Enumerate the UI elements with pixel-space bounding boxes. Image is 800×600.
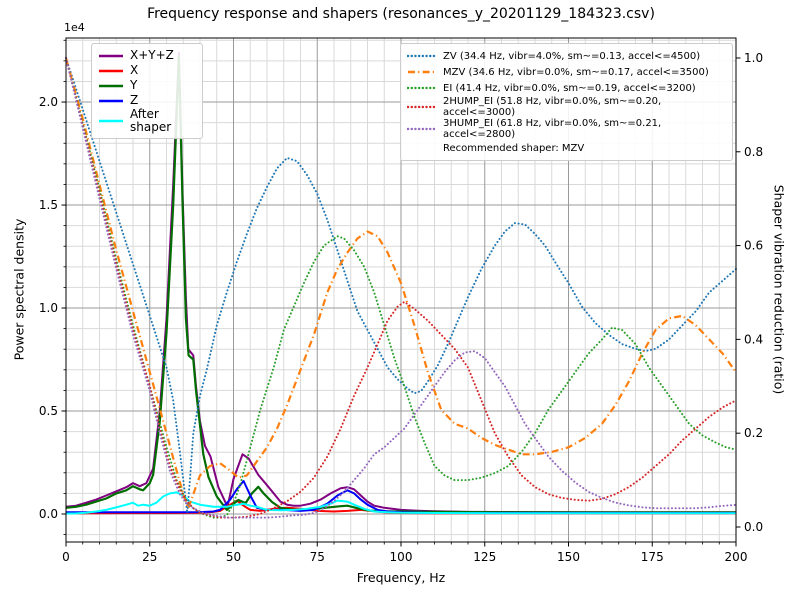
x-axis-label: Frequency, Hz [356, 570, 446, 585]
chart-title: Frequency response and shapers (resonanc… [147, 6, 655, 22]
recommended-shaper-text: Recommended shaper: MZV [443, 142, 585, 154]
legend-entry: Y [98, 78, 194, 93]
legend-swatch-solid [99, 119, 123, 123]
y-axis-left-label: Power spectral density [11, 218, 27, 361]
legend-entry-label: ZV (34.4 Hz, vibr=4.0%, sm~=0.13, accel<… [443, 50, 701, 62]
legend-entry: Z [98, 93, 194, 108]
x-tick-label: 0 [62, 550, 70, 564]
legend-entry-label: Y [130, 77, 138, 92]
x-tick-label: 175 [641, 550, 664, 564]
legend-entry-label: After shaper [130, 107, 172, 135]
y-left-tick-label: 2.0 [39, 95, 58, 109]
y-right-tick-label: 0.4 [744, 332, 763, 346]
series-x-y-z [65, 51, 736, 514]
y-right-tick-label: 0.6 [744, 239, 763, 253]
legend-swatch-dotted [407, 127, 437, 131]
y-axis-right-label: Shaper vibration reduction (ratio) [771, 184, 787, 395]
series-y [65, 55, 736, 514]
y-right-tick-label: 1.0 [744, 51, 763, 65]
legend-swatch-dashdot [408, 70, 436, 74]
legend-entry-label: Z [130, 92, 139, 107]
series-after-shaper [65, 491, 736, 515]
legend-entry: 2HUMP_EI (51.8 Hz, vibr=0.0%, sm~=0.20, … [407, 96, 724, 118]
recommended-shaper-note: Recommended shaper: MZV [407, 140, 724, 156]
y-left-tick-label: 0.0 [39, 507, 58, 521]
legend-entry-label: X [130, 62, 139, 77]
legend-entry: 3HUMP_EI (61.8 Hz, vibr=0.0%, sm~=0.21, … [407, 118, 724, 140]
shaper-legend: ZV (34.4 Hz, vibr=4.0%, sm~=0.13, accel<… [400, 43, 733, 161]
x-tick-label: 150 [557, 550, 580, 564]
series-2hump-ei [65, 57, 737, 519]
legend-entry-label: X+Y+Z [130, 47, 174, 62]
legend-entry-label: EI (41.4 Hz, vibr=0.0%, sm~=0.19, accel<… [443, 82, 696, 94]
legend-swatch-solid [99, 54, 123, 57]
legend-swatch-solid [99, 69, 123, 72]
legend-entry: X [98, 63, 194, 78]
x-tick-label: 200 [725, 550, 748, 564]
legend-swatch-solid [99, 84, 123, 87]
legend-entry: ZV (34.4 Hz, vibr=4.0%, sm~=0.13, accel<… [407, 48, 724, 64]
y-right-tick-label: 0.8 [744, 145, 763, 159]
x-tick-label: 125 [473, 550, 496, 564]
y-left-tick-label: 1.5 [39, 198, 58, 212]
x-tick-label: 25 [142, 550, 157, 564]
legend-entry-label: MZV (34.6 Hz, vibr=0.0%, sm~=0.17, accel… [443, 66, 709, 78]
legend-entry-label: 2HUMP_EI (51.8 Hz, vibr=0.0%, sm~=0.20, … [443, 96, 662, 118]
legend-entry: EI (41.4 Hz, vibr=0.0%, sm~=0.19, accel<… [407, 80, 724, 96]
legend-entry: MZV (34.6 Hz, vibr=0.0%, sm~=0.17, accel… [407, 64, 724, 80]
legend-entry: X+Y+Z [98, 48, 194, 63]
x-tick-label: 75 [310, 550, 325, 564]
x-tick-label: 100 [390, 550, 413, 564]
y-axis-offset-label: 1e4 [64, 21, 85, 34]
psd-legend: X+Y+Z X Y Z After shaper [91, 43, 203, 140]
x-tick-label: 50 [226, 550, 241, 564]
y-right-tick-label: 0.0 [744, 520, 763, 534]
legend-swatch-solid [99, 99, 123, 102]
series-zv [65, 57, 737, 514]
legend-entry: After shaper [98, 107, 194, 135]
legend-swatch-dotted [407, 86, 437, 90]
y-left-tick-label: 0.5 [39, 404, 58, 418]
legend-swatch-dotted [407, 105, 437, 109]
y-right-tick-label: 0.2 [744, 426, 763, 440]
legend-entry-label: 3HUMP_EI (61.8 Hz, vibr=0.0%, sm~=0.21, … [443, 118, 662, 140]
series-3hump-ei [65, 57, 737, 519]
legend-swatch-dotted [407, 54, 437, 58]
y-left-tick-label: 1.0 [39, 301, 58, 315]
